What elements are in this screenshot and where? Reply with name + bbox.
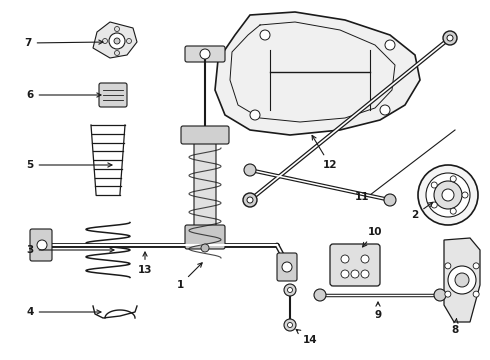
Text: 10: 10 bbox=[363, 227, 382, 247]
Circle shape bbox=[455, 273, 469, 287]
Circle shape bbox=[284, 319, 296, 331]
Circle shape bbox=[115, 50, 120, 55]
Text: 9: 9 bbox=[374, 302, 382, 320]
Circle shape bbox=[450, 176, 456, 182]
Text: 11: 11 bbox=[355, 192, 369, 202]
Circle shape bbox=[109, 33, 125, 49]
FancyBboxPatch shape bbox=[30, 229, 52, 261]
Circle shape bbox=[473, 263, 479, 269]
FancyBboxPatch shape bbox=[185, 46, 225, 62]
Circle shape bbox=[351, 270, 359, 278]
Text: 7: 7 bbox=[24, 38, 103, 48]
Circle shape bbox=[243, 193, 257, 207]
Text: 1: 1 bbox=[176, 263, 202, 290]
Circle shape bbox=[462, 192, 468, 198]
Circle shape bbox=[434, 181, 462, 209]
Circle shape bbox=[361, 255, 369, 263]
Circle shape bbox=[442, 189, 454, 201]
Text: 3: 3 bbox=[26, 245, 114, 255]
Text: 8: 8 bbox=[451, 319, 459, 335]
Circle shape bbox=[114, 38, 120, 44]
Circle shape bbox=[361, 270, 369, 278]
Circle shape bbox=[115, 27, 120, 32]
Text: 13: 13 bbox=[138, 252, 152, 275]
Circle shape bbox=[250, 110, 260, 120]
Text: 2: 2 bbox=[412, 202, 433, 220]
Circle shape bbox=[473, 291, 479, 297]
Circle shape bbox=[445, 263, 451, 269]
Circle shape bbox=[260, 30, 270, 40]
Circle shape bbox=[284, 284, 296, 296]
Circle shape bbox=[431, 182, 437, 188]
Circle shape bbox=[450, 208, 456, 214]
FancyBboxPatch shape bbox=[99, 83, 127, 107]
Circle shape bbox=[126, 39, 131, 44]
FancyBboxPatch shape bbox=[181, 126, 229, 144]
Circle shape bbox=[448, 266, 476, 294]
Circle shape bbox=[445, 291, 451, 297]
Polygon shape bbox=[215, 12, 420, 135]
Text: 14: 14 bbox=[296, 329, 318, 345]
Circle shape bbox=[384, 194, 396, 206]
Circle shape bbox=[200, 49, 210, 59]
Circle shape bbox=[288, 288, 293, 292]
Circle shape bbox=[314, 289, 326, 301]
Circle shape bbox=[385, 40, 395, 50]
Text: 5: 5 bbox=[26, 160, 112, 170]
Polygon shape bbox=[93, 22, 137, 58]
Circle shape bbox=[341, 270, 349, 278]
Polygon shape bbox=[444, 238, 480, 322]
Text: 4: 4 bbox=[26, 307, 101, 317]
Circle shape bbox=[288, 323, 293, 328]
Circle shape bbox=[431, 202, 437, 208]
FancyBboxPatch shape bbox=[330, 244, 380, 286]
Text: 12: 12 bbox=[312, 135, 337, 170]
FancyBboxPatch shape bbox=[185, 225, 225, 249]
FancyBboxPatch shape bbox=[277, 253, 297, 281]
Circle shape bbox=[37, 240, 47, 250]
Circle shape bbox=[247, 197, 253, 203]
Circle shape bbox=[418, 165, 478, 225]
Circle shape bbox=[102, 39, 107, 44]
Circle shape bbox=[282, 262, 292, 272]
FancyBboxPatch shape bbox=[194, 141, 216, 228]
Circle shape bbox=[426, 173, 470, 217]
Circle shape bbox=[341, 255, 349, 263]
Circle shape bbox=[380, 105, 390, 115]
Circle shape bbox=[244, 164, 256, 176]
Circle shape bbox=[447, 35, 453, 41]
Circle shape bbox=[434, 289, 446, 301]
Text: 6: 6 bbox=[26, 90, 101, 100]
Circle shape bbox=[443, 31, 457, 45]
Circle shape bbox=[201, 244, 209, 252]
